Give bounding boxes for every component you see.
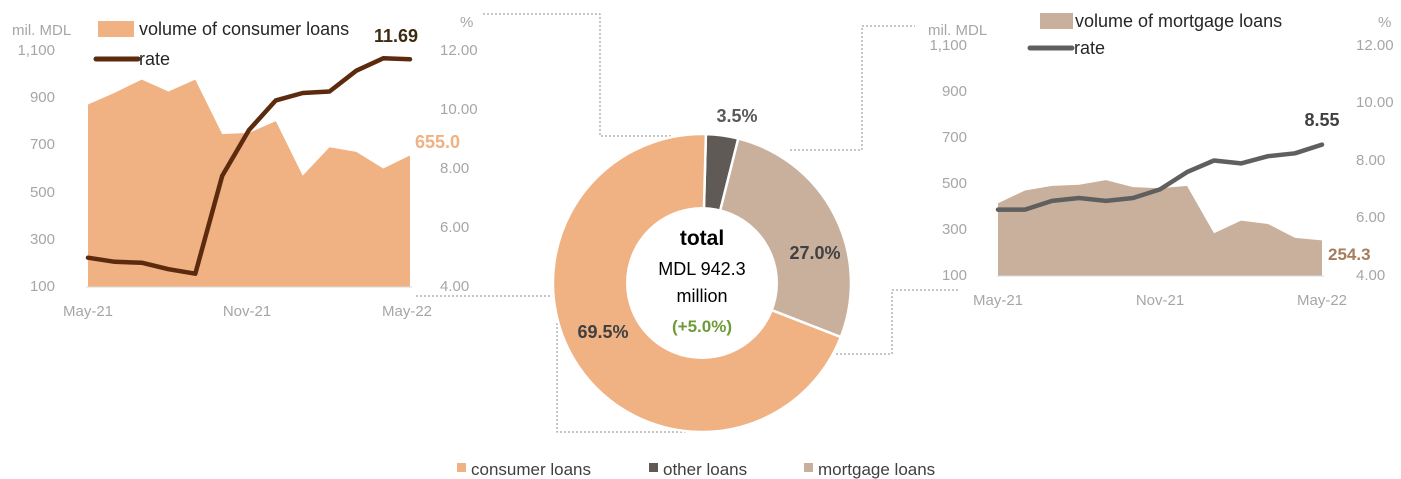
consumer-rate-line	[85, 56, 413, 276]
mortgage-legend: volume of mortgage loans rate	[1027, 11, 1282, 58]
mortgage-left-tick: 300	[942, 221, 967, 238]
mortgage-x-tick: May-22	[1297, 292, 1347, 309]
mortgage-volume-area	[998, 180, 1322, 276]
mortgage-right-axis: 4.00 6.00 8.00 10.00 12.00	[1356, 37, 1394, 284]
mortgage-left-unit: mil. MDL	[928, 22, 987, 39]
consumer-right-tick: 8.00	[440, 160, 469, 177]
donut-hole	[626, 207, 778, 359]
consumer-right-tick: 6.00	[440, 219, 469, 236]
slice-label-other: 3.5%	[716, 106, 757, 126]
mortgage-left-tick: 900	[942, 83, 967, 100]
mortgage-loans-chart: mil. MDL % volume of mortgage loans rate…	[928, 11, 1394, 309]
consumer-left-tick: 700	[30, 136, 55, 153]
legend-swatch-other	[649, 463, 658, 472]
consumer-right-tick: 12.00	[440, 42, 478, 59]
consumer-left-tick: 100	[30, 278, 55, 295]
consumer-volume-end-label: 655.0	[415, 132, 460, 152]
mortgage-right-tick: 6.00	[1356, 209, 1385, 226]
consumer-left-axis: 100 300 500 700 900 1,100	[17, 42, 55, 295]
mortgage-x-tick: Nov-21	[1136, 292, 1184, 309]
donut-center-change: (+5.0%)	[672, 317, 732, 336]
slice-label-consumer: 69.5%	[577, 322, 628, 342]
consumer-loans-chart: mil. MDL % volume of consumer loans rate…	[12, 14, 478, 320]
consumer-legend-volume-label: volume of consumer loans	[139, 19, 349, 39]
legend-label-mortgage: mortgage loans	[818, 460, 935, 479]
consumer-right-unit: %	[460, 14, 473, 31]
consumer-right-tick: 10.00	[440, 101, 478, 118]
donut-center-amount: MDL 942.3	[658, 259, 745, 279]
consumer-rate-end-label: 11.69	[374, 26, 418, 46]
consumer-left-tick: 500	[30, 184, 55, 201]
mortgage-legend-volume-label: volume of mortgage loans	[1075, 11, 1282, 31]
consumer-right-tick: 4.00	[440, 278, 469, 295]
mortgage-x-axis: May-21 Nov-21 May-22	[973, 292, 1347, 309]
consumer-left-unit: mil. MDL	[12, 22, 71, 39]
legend-label-consumer: consumer loans	[471, 460, 591, 479]
mortgage-right-tick: 12.00	[1356, 37, 1394, 54]
consumer-legend-rate-label: rate	[139, 49, 170, 69]
mortgage-rate-line	[995, 142, 1325, 212]
mortgage-left-tick: 500	[942, 175, 967, 192]
consumer-right-axis: 4.00 6.00 8.00 10.00 12.00	[440, 42, 478, 295]
mortgage-x-tick: May-21	[973, 292, 1023, 309]
legend-swatch-consumer	[457, 463, 466, 472]
consumer-left-tick: 1,100	[17, 42, 55, 59]
donut-legend: consumer loans other loans mortgage loan…	[457, 460, 935, 479]
mortgage-left-axis: 100 300 500 700 900 1,100	[929, 37, 967, 284]
consumer-left-tick: 300	[30, 231, 55, 248]
mortgage-right-unit: %	[1378, 14, 1391, 31]
mortgage-left-tick: 100	[942, 267, 967, 284]
consumer-legend-swatch-volume	[98, 21, 134, 37]
consumer-volume-area	[88, 79, 410, 287]
mortgage-left-tick: 1,100	[929, 37, 967, 54]
mortgage-right-tick: 8.00	[1356, 152, 1385, 169]
consumer-x-tick: Nov-21	[223, 303, 271, 320]
mortgage-volume-end-label: 254.3	[1328, 245, 1371, 264]
consumer-x-tick: May-21	[63, 303, 113, 320]
mortgage-right-tick: 4.00	[1356, 267, 1385, 284]
consumer-x-tick: May-22	[382, 303, 432, 320]
total-loans-donut: total MDL 942.3 million (+5.0%) 69.5% 3.…	[551, 106, 853, 434]
consumer-x-axis: May-21 Nov-21 May-22	[63, 303, 432, 320]
mortgage-right-tick: 10.00	[1356, 94, 1394, 111]
legend-label-other: other loans	[663, 460, 747, 479]
mortgage-left-tick: 700	[942, 129, 967, 146]
mortgage-legend-rate-label: rate	[1074, 38, 1105, 58]
slice-label-mortgage: 27.0%	[789, 243, 840, 263]
legend-swatch-mortgage	[804, 463, 813, 472]
connector-lines	[416, 13, 960, 433]
donut-center-title: total	[680, 227, 724, 250]
mortgage-legend-swatch-volume	[1040, 13, 1073, 29]
donut-center-unit: million	[676, 286, 727, 306]
mortgage-rate-end-label: 8.55	[1304, 110, 1339, 130]
consumer-legend: volume of consumer loans rate	[93, 19, 349, 69]
consumer-left-tick: 900	[30, 89, 55, 106]
